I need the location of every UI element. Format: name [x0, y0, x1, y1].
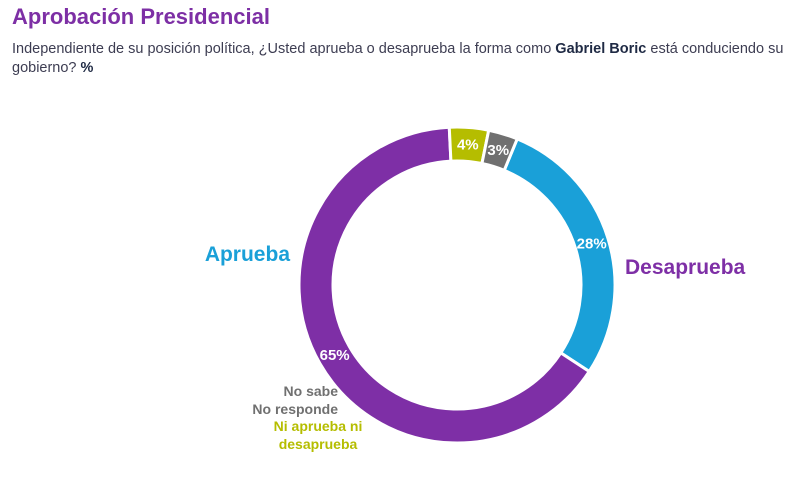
subtitle-text-end: está conduciendo su gobierno? — [12, 41, 784, 76]
subtitle-text: Independiente de su posición política, ¿… — [12, 41, 556, 57]
slice-label-no-sabe-no-responde: No sabe No responde — [252, 383, 338, 417]
slice-desaprueba — [297, 125, 592, 445]
subtitle-name: Gabriel Boric — [555, 41, 647, 57]
slice-label-aprueba: Aprueba — [205, 243, 291, 266]
page-subtitle: Independiente de su posición política, ¿… — [12, 40, 792, 78]
slice-label-desaprueba: Desaprueba — [625, 256, 746, 279]
donut-labels: 28% Aprueba 65% Desaprueba 4% Ni aprueba ni de… — [205, 136, 746, 452]
slice-value-aprueba: 28% — [577, 235, 607, 252]
slice-no-sabe-no-responde — [480, 128, 520, 173]
subtitle-unit: % — [80, 60, 94, 76]
slice-value-desaprueba: 65% — [320, 347, 350, 364]
slice-aprueba — [502, 136, 617, 374]
slice-value-ni-aprueba-ni-desaprueba: 4% — [457, 136, 479, 153]
slice-label-ni-aprueba-ni-desaprueba: Ni aprueba ni desaprueba — [274, 418, 363, 452]
page-title: Aprobación Presidencial — [12, 4, 270, 29]
slice-value-no-sabe-no-responde: 3% — [487, 142, 509, 159]
donut-slices — [297, 125, 617, 445]
